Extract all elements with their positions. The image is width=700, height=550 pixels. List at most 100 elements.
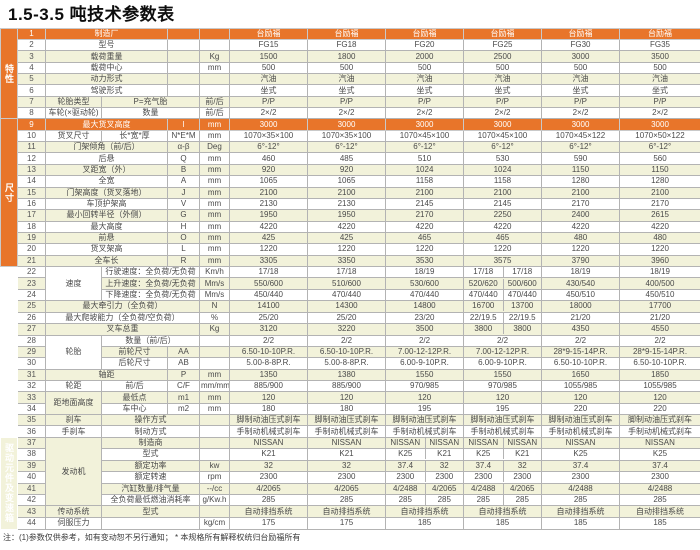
value-cell: 2300 2300 [463,471,542,484]
value-cell: 手制动机械式刹车 [307,425,386,438]
value-cell: 2130 [229,197,308,211]
table-row: 36 手刹车 制动方式 手制动机械式刹车 手制动机械式刹车 手制动机械式刹车 手制动机械式刹… [1,425,700,438]
value-cell: 3500 [619,50,700,63]
param-cell [199,39,230,52]
value-cell: 14100 [229,300,308,313]
value-cell: 手制动机械式刹车 [619,425,700,438]
value-cell: 汽油 [229,73,308,86]
value-cell: 7.00-12-12P.R. [385,345,464,359]
value-cell: 1950 [229,209,308,222]
value-cell: 1280 [541,175,620,188]
row-number: 16 [17,197,46,211]
value-cell: 6.00-9-10P.R. [463,357,542,370]
value-cell: 2170 [619,197,700,211]
table-row: 43 传动系统 型式 自动排挡系统 自动排挡系统 自动排挡系统 自动排挡系统 自动排挡系统 自动… [1,505,700,518]
value-cell: 185 [463,516,542,530]
param-cell: Mm/s [199,277,230,290]
value-cell: 1350 [229,368,308,382]
value-cell: 17/18 [307,265,386,279]
param-cell: Kg [199,323,230,336]
value-cell: 22/19.5 22/19.5 [463,311,542,325]
value-cell: 37.4 [619,459,700,473]
value-cell: 6.50-10-10P.R. [541,357,620,370]
param-cell: Q [167,152,200,165]
value-cell: K25 [541,448,620,461]
param-cell: 后轮尺寸 [101,357,168,370]
value-half: 2300 [502,472,541,482]
value-cell: 185 [541,516,620,530]
value-cell: 台励福 [463,27,542,41]
param-cell: P=充气胎 [101,95,200,109]
param-cell: 轴距 [45,368,168,382]
row-number: 13 [17,163,46,177]
value-cell: 2300 [307,471,386,484]
value-cell: 台励福 [229,27,308,41]
row-number: 26 [17,311,46,325]
value-cell: 汽油 [307,73,386,86]
value-cell: 脚制动油压式刹车 [385,414,464,427]
value-cell: 18/19 [385,265,464,279]
table-row: 性能 22 速度 行驶速度：全负荷/无负荷 Km/h 17/18 17/18 18/19 17/… [0,265,700,336]
value-half: 17/18 [473,267,494,277]
param-cell: O [167,231,200,245]
value-cell: 550/600 [229,277,308,290]
value-cell: 1650 [541,368,620,382]
value-cell: 2100 [307,186,386,199]
param-cell: 叉距宽（外） [45,163,168,177]
table-row: 23 上升速度：全负荷/无负荷 Mm/s 550/600 510/600 530/600 5… [1,277,700,290]
value-cell: 120 [385,391,464,404]
value-cell: 480 [619,231,700,245]
table-row: 41 汽缸数量/排气量 --/cc 4/2065 4/2065 4/2488 4/2065 4… [1,482,700,496]
param-cell: 货叉尺寸 [45,129,102,143]
value-cell: 21/20 [541,311,620,325]
param-cell: rpm [199,471,230,484]
value-cell: 1220 [229,243,308,256]
value-cell: 1158 [463,175,542,188]
value-cell: 500 [463,61,542,75]
value-cell: 5.00-8-8P.R. [307,357,386,370]
param-cell: mm [199,220,230,233]
value-cell: FG15 [229,39,308,52]
param-cell: C/F [167,379,200,393]
param-cell: mm [199,243,230,256]
param-cell: 车顶护架高 [45,197,168,211]
row-number: 21 [17,254,46,267]
value-half: 4/2065 [502,484,541,494]
table-row: 6 驾驶形式 坐式 坐式 坐式 坐式 坐式 坐式 [1,84,700,97]
param-cell: mm [199,186,230,199]
value-cell: 坐式 [229,84,308,97]
value-cell: 1065 [307,175,386,188]
row-number: 37 [17,436,46,450]
value-cell: 285 [307,493,386,507]
param-cell: 车中心 [101,402,168,416]
value-cell: 6°-12° [385,141,464,154]
value-cell: 175 [307,516,386,530]
value-cell: 32 [307,459,386,473]
table-row: 车体 28 轮胎 数量（前/后） 2/2 2/2 2/2 2/2 2/2 2/2 [0,334,700,438]
value-cell: 2×/2 [385,107,464,120]
param-cell [199,448,230,461]
param-cell: mm [199,129,230,143]
value-half: 4/2488 [471,483,496,493]
param-cell: 轮胎 [45,334,102,370]
row-number: 43 [17,505,46,518]
param-cell: 最大爬坡能力（全负荷/空负荷） [45,311,200,325]
value-cell: 4/2488 [541,482,620,496]
table-row: 29 前轮尺寸 AA 6.50-10-10P.R. 6.50-10-10P.R. 7.00… [1,345,700,359]
param-cell: 制动方式 [101,425,200,438]
value-cell: 450/510 [541,288,620,302]
value-cell: 6.00-9-10P.R. [385,357,464,370]
value-cell: 32 [229,459,308,473]
value-cell: 脚制动油压式刹车 [463,414,542,427]
param-cell: 伺服压力 [45,516,102,530]
value-cell: 120 [619,391,700,404]
param-cell: 货叉架高 [45,243,168,256]
value-cell: 2300 2300 [385,471,464,484]
param-cell: 最大货叉高度 [45,118,168,131]
value-cell: P/P [463,95,542,109]
param-cell: 前/后 [199,107,230,120]
row-number: 25 [17,300,46,313]
value-cell: 4/2488 [619,482,700,496]
